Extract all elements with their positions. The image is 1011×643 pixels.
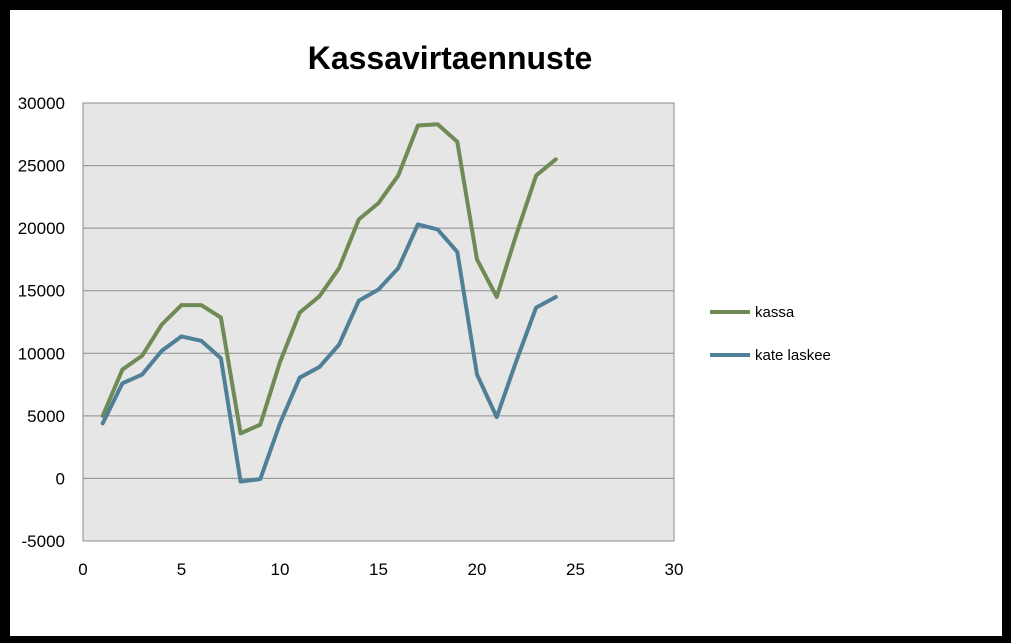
series-line-1 [100, 122, 558, 436]
x-axis-ticks: 0 5 10 15 20 25 30 [78, 560, 683, 579]
series-line-2 [100, 222, 558, 484]
y-tick-label: 25000 [18, 157, 65, 176]
y-tick-label: 0 [56, 469, 65, 488]
x-tick-label: 15 [369, 560, 388, 579]
chart-title: Kassavirtaennuste [308, 40, 593, 76]
y-tick-label: 30000 [18, 94, 65, 113]
y-tick-label: 10000 [18, 344, 65, 363]
x-tick-label: 5 [177, 560, 186, 579]
legend-label: kassa [755, 304, 795, 321]
x-tick-label: 20 [468, 560, 487, 579]
legend-label: kate laskee [755, 347, 831, 364]
y-tick-label: -5000 [22, 532, 65, 551]
x-tick-label: 10 [271, 560, 290, 579]
x-tick-label: 0 [78, 560, 87, 579]
x-tick-label: 30 [665, 560, 684, 579]
y-axis-ticks: 30000 25000 20000 15000 10000 5000 0 -5000 [18, 94, 65, 551]
x-tick-label: 25 [566, 560, 585, 579]
y-tick-label: 20000 [18, 219, 65, 238]
y-tick-label: 5000 [27, 407, 65, 426]
y-tick-label: 15000 [18, 282, 65, 301]
series-lines [100, 122, 558, 484]
legend: kassa kate laskee [710, 304, 831, 364]
line-chart: Kassavirtaennuste 30000 25000 20000 15000 10… [18, 40, 831, 579]
plot-area [82, 102, 675, 542]
chart-frame: Kassavirtaennuste 30000 25000 20000 15000 10… [10, 10, 1002, 636]
